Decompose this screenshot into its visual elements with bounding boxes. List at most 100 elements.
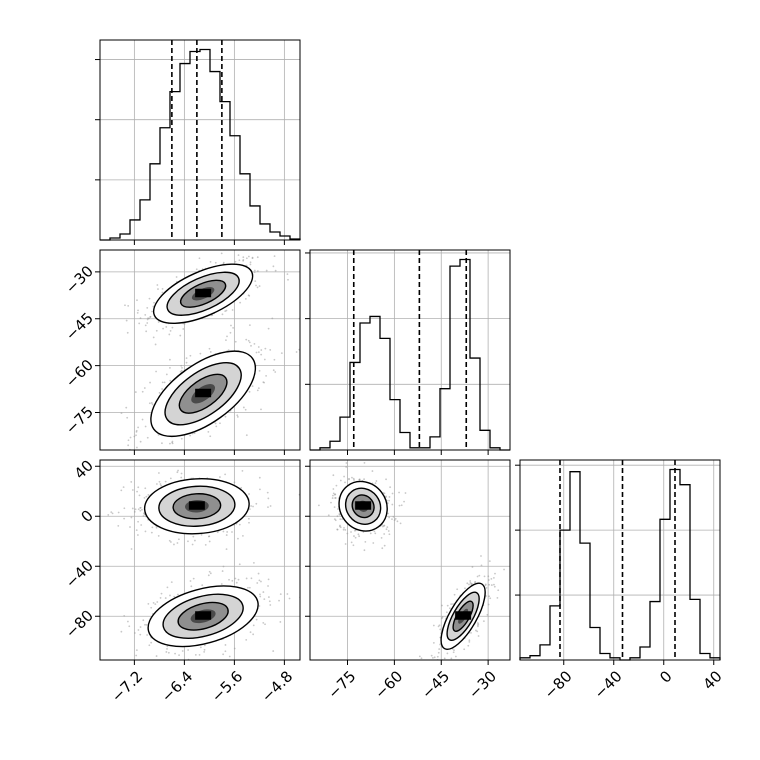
scatter-point: [439, 643, 441, 646]
x-tick-label: −7.2: [108, 667, 146, 705]
scatter-point: [263, 381, 265, 384]
scatter-point: [209, 351, 212, 353]
scatter-point: [336, 528, 339, 531]
scatter-point: [130, 516, 133, 519]
scatter-point: [477, 635, 480, 637]
scatter-content: [100, 460, 300, 666]
scatter-point: [256, 256, 259, 259]
scatter-point: [344, 481, 346, 484]
scatter-point: [273, 255, 276, 258]
histogram-outline: [100, 48, 301, 241]
scatter-point: [271, 317, 274, 320]
scatter-point: [173, 595, 176, 598]
scatter-point: [452, 603, 454, 605]
density-core: [195, 611, 212, 620]
scatter-point: [344, 543, 347, 545]
scatter-point: [175, 276, 178, 278]
scatter-point: [463, 648, 466, 651]
scatter-point: [145, 623, 148, 626]
histogram-panel-p2: [515, 459, 721, 665]
scatter-point: [131, 507, 134, 510]
y-tick-label: −75: [62, 403, 97, 438]
scatter-point: [334, 519, 337, 522]
scatter-point: [133, 632, 136, 634]
scatter-point: [222, 261, 225, 264]
scatter-point: [182, 328, 185, 330]
scatter-point: [151, 526, 154, 529]
scatter-point: [258, 579, 261, 582]
histogram-bar: [660, 519, 670, 660]
scatter-point: [396, 520, 399, 523]
density-core: [195, 288, 212, 298]
scatter-point: [258, 369, 261, 372]
histogram-bar: [650, 602, 660, 660]
histogram-bar: [400, 432, 410, 450]
scatter-point: [145, 330, 148, 333]
scatter-point: [383, 544, 386, 547]
scatter-point: [238, 259, 241, 262]
scatter-point: [146, 634, 149, 636]
scatter-point: [372, 542, 375, 544]
histogram-bar: [690, 599, 700, 660]
scatter-point: [265, 269, 268, 272]
scatter-point: [434, 668, 436, 670]
scatter-point: [263, 598, 266, 601]
scatter-point: [373, 530, 376, 533]
scatter-point: [230, 324, 232, 327]
scatter-point: [272, 650, 275, 652]
scatter-point: [208, 540, 211, 543]
scatter-point: [148, 402, 151, 405]
histogram-bar: [590, 628, 600, 660]
scatter-point: [344, 529, 347, 531]
scatter-point: [262, 591, 265, 593]
histogram-bar: [460, 260, 470, 450]
scatter-point: [122, 486, 125, 489]
scatter-point: [160, 592, 163, 595]
scatter-point: [174, 652, 176, 655]
scatter-content: [310, 460, 510, 670]
scatter-point: [438, 624, 441, 627]
histogram-bar: [270, 232, 280, 240]
scatter-point: [269, 604, 272, 606]
scatter-point: [144, 425, 147, 428]
scatter-point: [258, 605, 261, 607]
scatter-point: [245, 577, 248, 580]
scatter-point: [177, 538, 180, 541]
x-tick-label: −30: [465, 667, 500, 702]
y-tick-label: −30: [62, 262, 97, 297]
panel-frame: [309, 459, 511, 661]
scatter-point: [250, 344, 252, 347]
scatter-point: [263, 358, 266, 361]
scatter-point: [235, 581, 238, 584]
scatter-point: [259, 593, 261, 596]
scatter-point: [267, 506, 269, 509]
scatter-point: [260, 349, 263, 351]
scatter-point: [208, 570, 211, 573]
scatter-point: [488, 583, 491, 586]
scatter-point: [148, 297, 151, 300]
scatter-point: [202, 450, 204, 452]
density-core: [188, 501, 205, 510]
scatter-point: [237, 254, 240, 257]
scatter-point: [137, 508, 140, 511]
scatter-point: [220, 252, 223, 255]
scatter-point: [229, 331, 232, 334]
scatter-point: [152, 464, 154, 466]
x-tick-label: −5.6: [208, 667, 246, 705]
scatter-point: [144, 313, 147, 316]
scatter-point: [136, 311, 139, 314]
scatter-point: [228, 655, 231, 658]
scatter-point: [492, 577, 495, 579]
scatter-point: [137, 629, 140, 631]
scatter-point: [168, 539, 171, 542]
scatter-point: [353, 535, 355, 537]
scatter-point: [354, 536, 357, 539]
scatter-point: [123, 507, 126, 510]
scatter-point: [148, 664, 150, 666]
scatter-point: [456, 588, 459, 591]
scatter-point: [136, 534, 139, 536]
scatter-point: [336, 515, 339, 518]
scatter-point: [279, 593, 282, 595]
scatter-point: [137, 309, 139, 312]
